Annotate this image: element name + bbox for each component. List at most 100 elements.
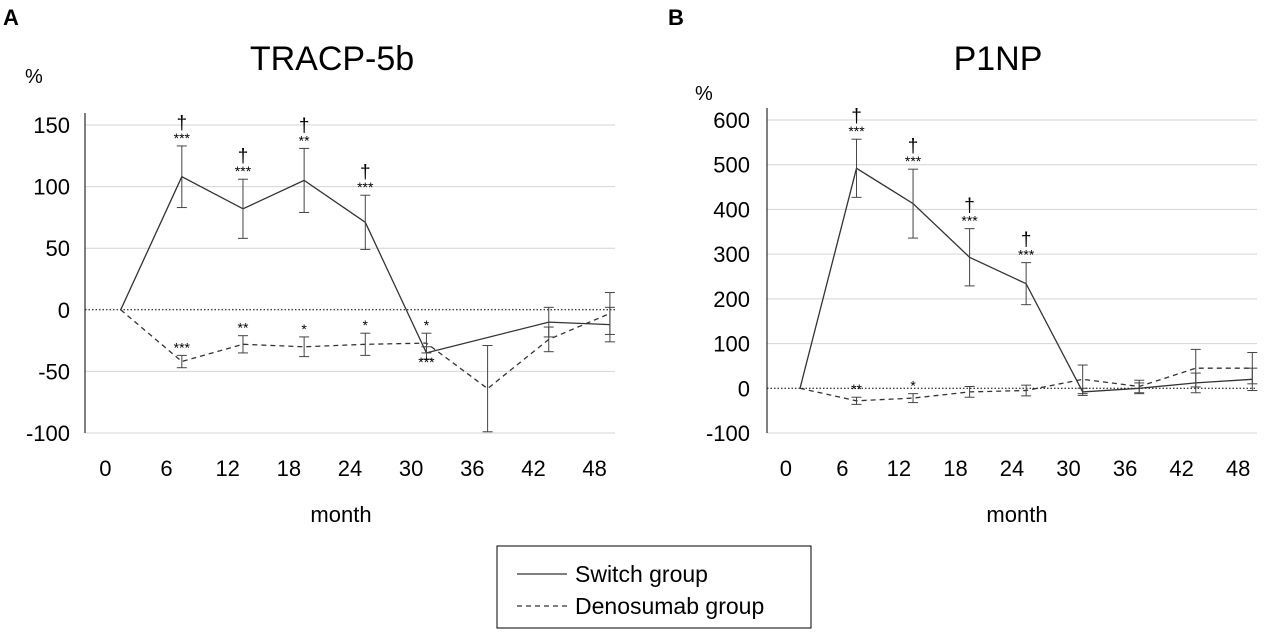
significance-dagger: † [851,106,862,127]
panel-a-xlabel: month [310,502,371,527]
error-bar [299,147,310,213]
x-tick-label: 12 [887,456,911,481]
error-bar [1077,364,1088,395]
panel-a-ylabel: % [25,66,43,88]
y-tick-label: -100 [26,421,70,446]
error-bar [299,336,310,358]
error-bar [851,138,862,198]
x-tick-label: 0 [99,456,111,481]
significance-dagger: † [908,136,919,157]
y-tick-label: -50 [38,359,70,384]
significance-stars: ** [299,132,310,148]
legend: Switch group Denosumab group [496,545,812,629]
significance-stars: *** [961,213,978,229]
significance-dagger: † [299,115,310,136]
error-bar [1021,262,1032,306]
panel-a-axes: 150 100 50 0 -50 -100 0 6 12 18 24 30 36 42 48 [26,113,607,481]
significance-dagger: † [177,113,188,134]
significance-stars: * [424,317,430,333]
error-bar [604,292,615,335]
significance-dagger: † [360,162,371,183]
error-bar [237,178,248,239]
legend-label-denosumab: Denosumab group [575,593,764,619]
error-bar [1134,379,1145,394]
y-tick-label: 100 [713,332,750,357]
panel-b-ylabel: % [695,83,713,105]
error-bar [176,354,187,369]
panel-b-gridlines [767,119,1257,434]
error-bar [908,393,919,404]
x-tick-label: 24 [1000,456,1024,481]
significance-dagger: † [964,196,975,217]
legend-box [496,545,812,629]
error-bar [1247,352,1258,385]
significance-stars: *** [174,130,191,146]
error-bar [1021,384,1032,397]
y-tick-label: 0 [738,376,750,401]
x-tick-label: 42 [521,456,545,481]
panel-a-series: ***†***†**†***†***** * * **** [120,113,615,433]
significance-dagger: † [1021,230,1032,251]
error-bar [360,194,371,250]
x-tick-label: 24 [338,456,362,481]
significance-stars: ** [238,320,249,336]
x-tick-label: 18 [943,456,967,481]
panel-b-xlabel: month [986,502,1047,527]
x-tick-label: 36 [460,456,484,481]
legend-label-switch: Switch group [575,561,708,587]
error-bar [964,385,975,398]
error-bar [360,332,371,356]
significance-stars: *** [1018,247,1035,263]
x-tick-label: 6 [836,456,848,481]
x-tick-label: 48 [582,456,606,481]
significance-dagger: † [238,146,249,167]
panel-a-gridlines [85,124,615,434]
y-tick-label: -100 [706,421,750,446]
y-tick-label: 0 [58,298,70,323]
significance-stars: *** [418,354,435,370]
panel-b-letter: B [668,5,684,30]
error-bar [543,326,554,353]
panel-b-title: P1NP [954,40,1043,78]
y-tick-label: 500 [713,153,750,178]
error-bar [176,145,187,209]
significance-stars: *** [235,163,252,179]
error-bar [1190,348,1201,388]
x-tick-label: 30 [1056,456,1080,481]
significance-stars: *** [848,123,865,139]
x-tick-label: 6 [160,456,172,481]
x-tick-label: 42 [1169,456,1193,481]
error-bar [421,332,432,354]
error-bar [482,345,493,433]
error-bar [908,168,919,239]
significance-stars: ** [851,381,862,397]
significance-stars: * [910,378,916,394]
panel-a-letter: A [3,5,19,30]
x-tick-label: 30 [399,456,423,481]
y-tick-label: 300 [713,242,750,267]
x-tick-label: 36 [1113,456,1137,481]
x-tick-label: 48 [1226,456,1250,481]
series-line-switch-group [120,175,610,354]
x-tick-label: 0 [780,456,792,481]
y-tick-label: 100 [33,175,70,200]
significance-stars: *** [905,153,922,169]
error-bar [964,228,975,287]
panel-a-title: TRACP-5b [250,40,414,78]
x-tick-label: 18 [277,456,301,481]
significance-stars: * [301,321,307,337]
x-tick-label: 12 [215,456,239,481]
panel-b-axes: 600 500 400 300 200 100 0 -100 0 6 12 18 24 30 36 42 48 [706,108,1250,481]
error-bar [237,335,248,354]
y-tick-label: 200 [713,287,750,312]
panel-b-series: ***†***†***†***†** * [799,106,1258,405]
error-bar [851,396,862,405]
significance-stars: *** [174,339,191,355]
y-tick-label: 600 [713,108,750,133]
y-tick-label: 150 [33,113,70,138]
y-tick-label: 400 [713,197,750,222]
significance-stars: *** [357,179,374,195]
